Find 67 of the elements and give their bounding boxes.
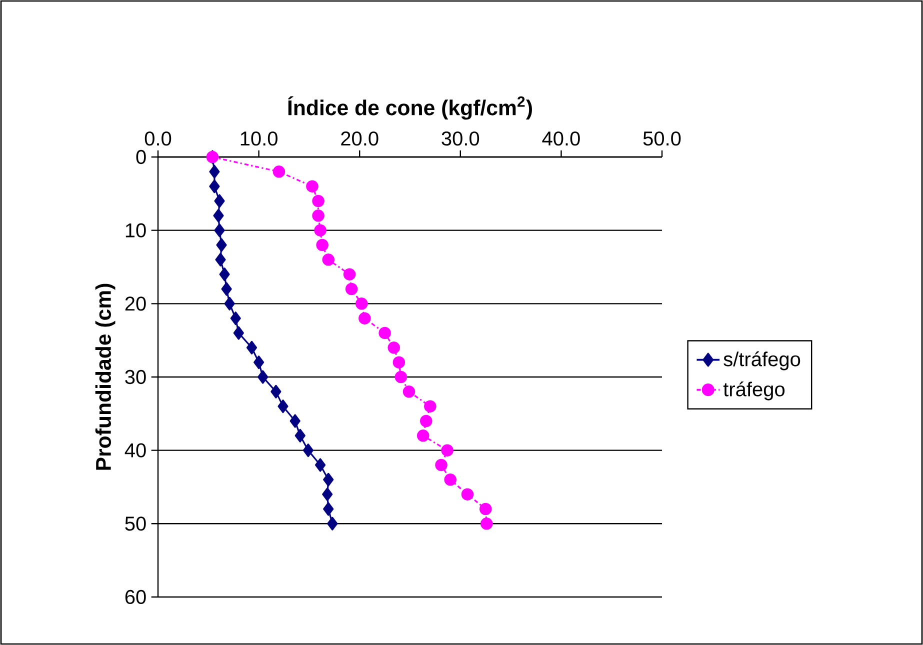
point [444,474,456,486]
point [327,516,338,530]
point [461,488,474,500]
x-axis-title: Índice de cone (kgf/cm$^{2}$) [288,96,532,120]
point [230,312,241,326]
point [420,414,432,428]
point [322,488,333,502]
point [246,340,258,354]
point [424,400,436,412]
legend-label: tráfego [723,381,785,400]
point [323,502,334,516]
point [323,472,334,486]
point [294,428,306,442]
point [215,252,226,266]
point [216,238,227,252]
x-tick-label: 20.0 [341,131,378,146]
point [312,210,324,222]
x-tick-label: 50.0 [643,131,681,146]
point [221,282,232,296]
point [214,194,225,208]
x-tick-label: 30.0 [442,131,480,146]
point [258,370,268,384]
y-tick-label: 30 [125,370,146,384]
point [209,164,220,178]
point [314,458,326,472]
point [314,224,326,236]
point [302,444,314,458]
point [214,224,225,238]
point [355,298,368,310]
point [394,370,408,384]
y-tick-label: 10 [126,223,146,238]
point [479,502,492,516]
point [306,180,318,192]
point [435,458,448,472]
point [290,414,300,428]
point [272,166,286,178]
point [224,296,235,310]
point [345,282,358,296]
point [392,356,406,368]
x-tick-label: 40.0 [542,131,580,146]
y-tick-label: 0 [136,150,146,164]
y-tick-label: 50 [125,516,146,531]
point [388,342,400,354]
point [213,208,224,222]
point [233,326,244,340]
point [402,386,416,398]
point [416,430,430,442]
y-axis-title: Profundidade (cm) [95,284,116,470]
point [378,326,391,340]
point [343,268,356,280]
y-tick-label: 40 [124,443,146,458]
point [312,194,324,208]
point [480,518,493,530]
y-tick-label: 20 [125,296,146,311]
point [358,312,371,324]
point [316,238,328,252]
x-tick-label: 10.0 [240,131,278,146]
point [209,180,220,194]
x-tick-label: 0.0 [144,131,172,146]
point [278,400,288,414]
point [441,444,454,456]
point [219,268,230,282]
y-tick-label: 60 [125,590,146,604]
point [322,254,334,266]
legend-label: s/tráfego [724,351,800,370]
point [270,384,282,398]
point [254,356,264,370]
